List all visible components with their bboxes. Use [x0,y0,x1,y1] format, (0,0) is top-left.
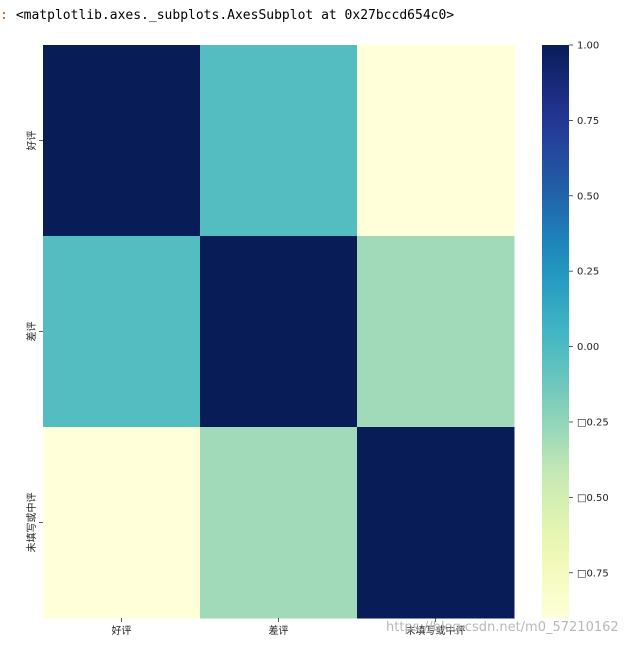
colorbar: 1.00 0.75 0.50 0.25 0.00 □0.25 □0.50 □0.75 [542,41,609,619]
heatmap-cell-r1-c1 [200,236,358,428]
y-tick-label: 未填写或中评 [25,493,38,553]
colorbar-tick-label: 0.25 [577,267,599,278]
heatmap-cell-r2-c2 [357,427,515,619]
colorbar-gradient [542,45,569,618]
heatmap-cell-r1-c0 [43,236,201,428]
colorbar-tick-label: □0.50 [577,493,609,504]
colorbar-tick-label: 1.00 [577,41,599,52]
heatmap-cell-r2-c1 [200,427,358,619]
y-tick-label: 好评 [26,131,38,151]
colorbar-tick-label: 0.50 [577,191,599,202]
watermark-text: https://blog.csdn.net/m0_57210162 [386,620,619,635]
x-tick-label: 好评 [112,625,132,637]
colorbar-tick-label: □0.75 [577,568,609,579]
colorbar-tick-label: 0.75 [577,116,599,127]
colorbar-tick-label: 0.00 [577,342,599,353]
x-tick-label: 差评 [269,624,289,637]
heatmap-cell-r0-c0 [43,45,201,237]
heatmap-cell-r2-c0 [43,427,201,619]
y-axis-ticks: 好评差评未填写或中评 [25,131,43,553]
heatmap-cell-r1-c2 [357,236,515,428]
heatmap-cell-r0-c2 [357,45,515,237]
colorbar-tick-label: □0.25 [577,417,609,428]
heatmap-cell-r0-c1 [200,45,358,237]
heatmap-cells [43,45,515,619]
y-tick-label: 差评 [25,322,38,342]
